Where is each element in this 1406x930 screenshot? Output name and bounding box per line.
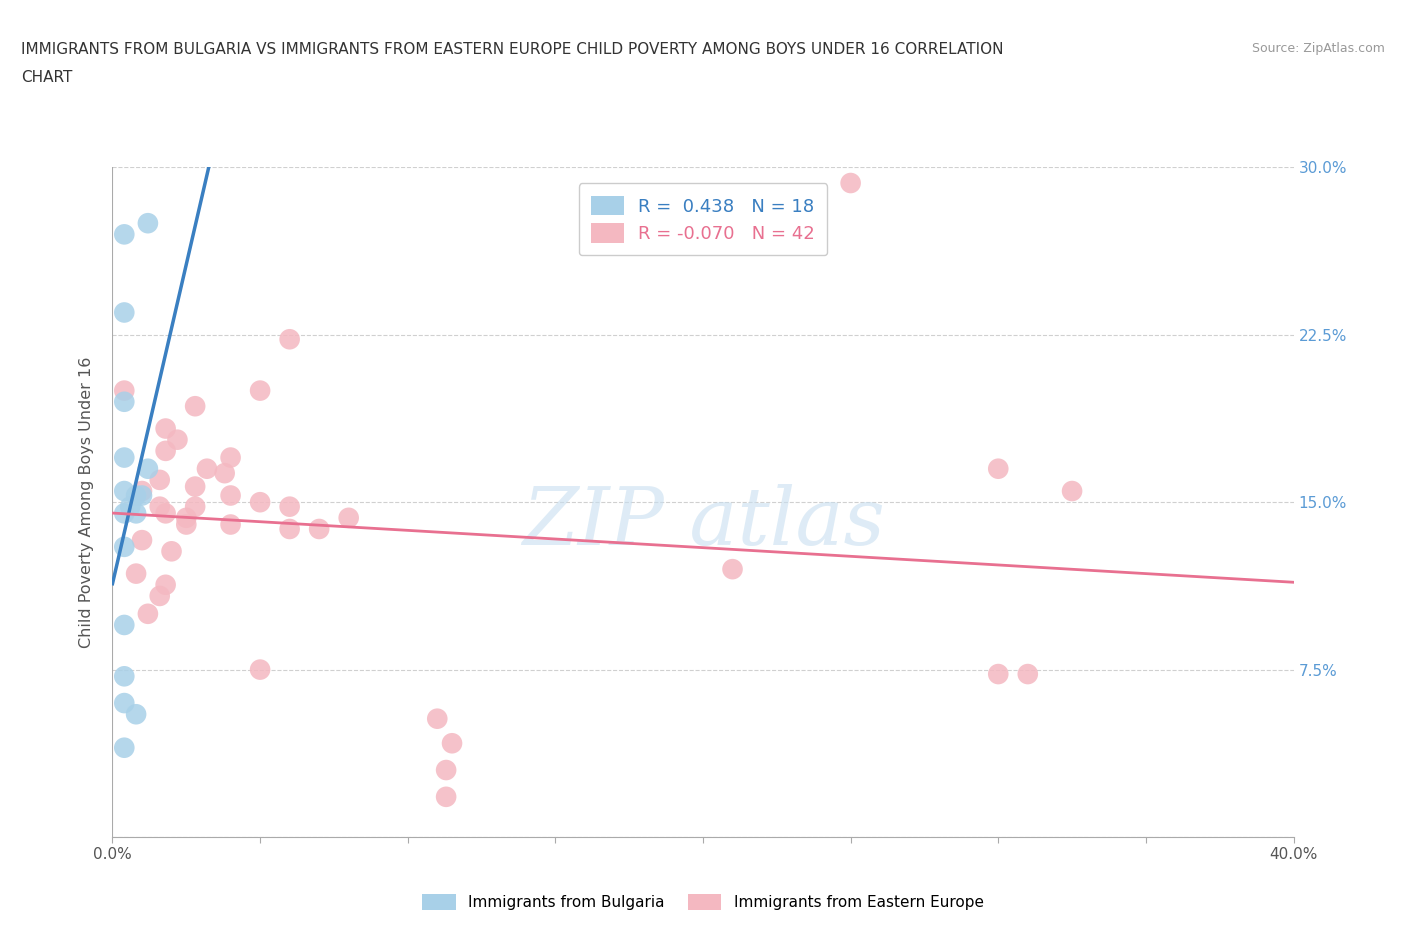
Point xyxy=(278,522,301,537)
Legend: Immigrants from Bulgaria, Immigrants from Eastern Europe: Immigrants from Bulgaria, Immigrants fro… xyxy=(415,886,991,918)
Point xyxy=(426,711,449,726)
Point xyxy=(112,696,135,711)
Point xyxy=(434,790,457,804)
Point xyxy=(155,506,177,521)
Point xyxy=(839,176,862,191)
Point xyxy=(249,662,271,677)
Point xyxy=(112,227,135,242)
Point xyxy=(112,305,135,320)
Text: IMMIGRANTS FROM BULGARIA VS IMMIGRANTS FROM EASTERN EUROPE CHILD POVERTY AMONG B: IMMIGRANTS FROM BULGARIA VS IMMIGRANTS F… xyxy=(21,42,1004,57)
Point xyxy=(112,539,135,554)
Point xyxy=(1017,667,1039,682)
Point xyxy=(184,399,207,414)
Point xyxy=(112,506,135,521)
Point xyxy=(278,332,301,347)
Point xyxy=(136,606,159,621)
Point xyxy=(249,495,271,510)
Point xyxy=(214,466,236,481)
Point xyxy=(721,562,744,577)
Point xyxy=(149,589,172,604)
Point xyxy=(112,383,135,398)
Point xyxy=(184,479,207,494)
Text: ZIP atlas: ZIP atlas xyxy=(522,484,884,561)
Point xyxy=(149,499,172,514)
Point xyxy=(219,488,242,503)
Point xyxy=(434,763,457,777)
Point xyxy=(219,517,242,532)
Point xyxy=(174,511,197,525)
Point xyxy=(308,522,330,537)
Point xyxy=(441,736,464,751)
Point xyxy=(125,506,148,521)
Point xyxy=(131,484,153,498)
Point xyxy=(249,383,271,398)
Point xyxy=(125,488,148,503)
Point xyxy=(136,216,159,231)
Point xyxy=(155,421,177,436)
Text: Source: ZipAtlas.com: Source: ZipAtlas.com xyxy=(1251,42,1385,55)
Point xyxy=(112,669,135,684)
Point xyxy=(1062,484,1084,498)
Point xyxy=(112,450,135,465)
Point xyxy=(136,461,159,476)
Point xyxy=(278,499,301,514)
Point xyxy=(174,517,197,532)
Point xyxy=(125,707,148,722)
Point xyxy=(160,544,183,559)
Point xyxy=(131,488,153,503)
Point xyxy=(112,394,135,409)
Text: CHART: CHART xyxy=(21,70,73,85)
Point xyxy=(987,667,1010,682)
Point xyxy=(155,578,177,592)
Legend: R =  0.438   N = 18, R = -0.070   N = 42: R = 0.438 N = 18, R = -0.070 N = 42 xyxy=(578,183,828,256)
Point xyxy=(149,472,172,487)
Point xyxy=(337,511,360,525)
Point xyxy=(184,499,207,514)
Point xyxy=(166,432,188,447)
Point xyxy=(112,484,135,498)
Point xyxy=(219,450,242,465)
Point xyxy=(987,461,1010,476)
Point xyxy=(112,618,135,632)
Point xyxy=(125,566,148,581)
Point xyxy=(120,499,142,514)
Point xyxy=(155,444,177,458)
Point xyxy=(195,461,218,476)
Y-axis label: Child Poverty Among Boys Under 16: Child Poverty Among Boys Under 16 xyxy=(79,356,94,648)
Point xyxy=(131,533,153,548)
Point xyxy=(112,740,135,755)
